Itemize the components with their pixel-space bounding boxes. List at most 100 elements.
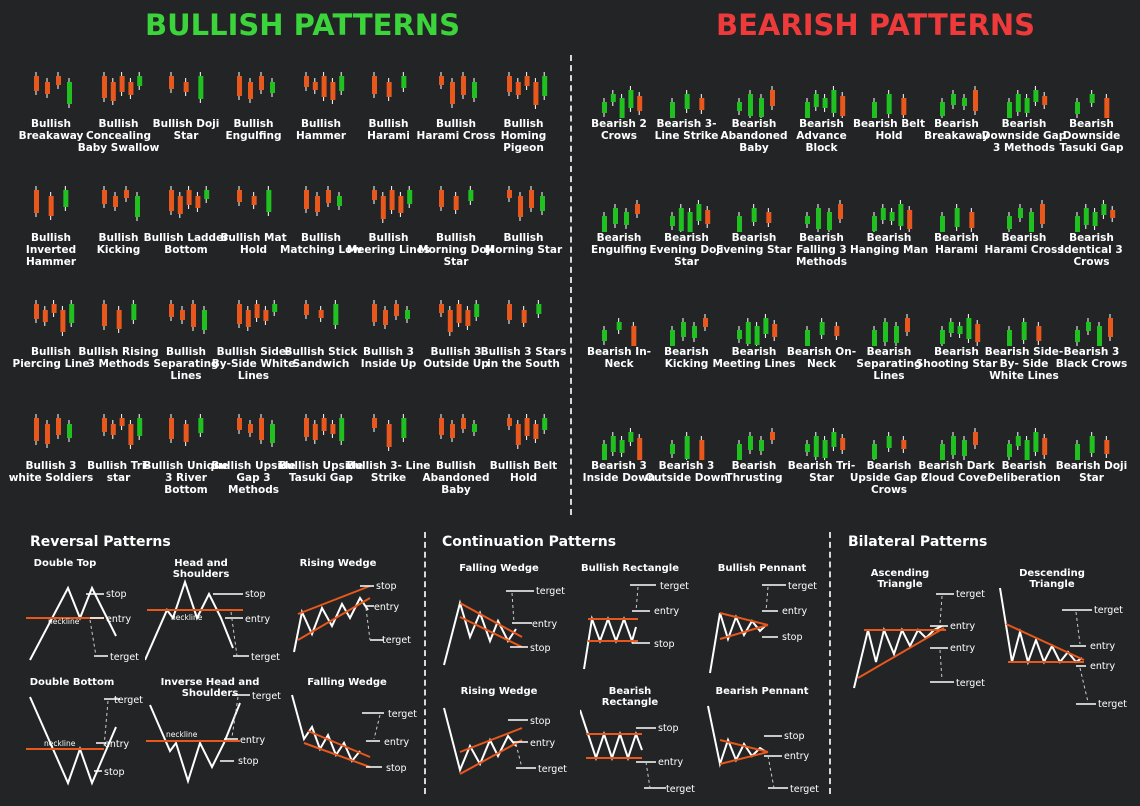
rising-wedge-continuation-diagram: Rising Wedge stop entry terget — [440, 686, 570, 796]
pattern-label: Bearish Downside Gap 3 Methods — [981, 118, 1067, 154]
bullish-rectangle-diagram: Bullish Rectangle terget entry stop — [580, 563, 710, 673]
candlestick-icon — [939, 86, 978, 118]
bilateral-section-title: Bilateral Patterns — [848, 534, 988, 550]
svg-text:terget: terget — [252, 691, 281, 702]
pattern-cell: Bearish 3 Black Crows — [1055, 290, 1129, 408]
candlestick-icon — [939, 204, 974, 232]
rising-wedge-reversal-title: Rising Wedge — [299, 558, 377, 569]
pattern-cell: Bearish In- Neck — [582, 290, 656, 408]
pattern-cell: Bullish Doji Star — [149, 62, 223, 180]
pattern-cell: Bullish Hammer — [284, 62, 358, 180]
candlestick-icon — [669, 90, 704, 118]
pattern-cell: Bearish Downside Gap 3 Methods — [982, 62, 1066, 180]
pattern-label: Bullish Tri-star — [87, 460, 150, 484]
candlestick-icon — [169, 72, 204, 103]
pattern-cell: Bearish Identical 3 Crows — [1055, 176, 1129, 294]
pattern-cell: Bearish Doji Star — [1055, 404, 1129, 522]
ascending-triangle-title: Ascending Triangle — [870, 568, 930, 590]
svg-text:entry: entry — [654, 606, 679, 617]
rising-wedge-continuation-title: Rising Wedge — [460, 686, 538, 697]
pattern-label: Bearish Deliberation — [987, 460, 1061, 484]
pattern-label: Bullish Morning Doji Star — [418, 232, 494, 268]
pattern-cell: Bullish Homing Pigeon — [487, 62, 561, 180]
svg-text:entry: entry — [532, 619, 557, 630]
bullish-rectangle-chart: terget entry stop — [583, 581, 689, 670]
falling-wedge-continuation-chart: terget entry stop — [443, 586, 565, 666]
candlestick-icon — [506, 186, 545, 221]
candlestick-icon — [737, 86, 775, 118]
pattern-cell: Bearish Advance Block — [785, 62, 859, 180]
pattern-cell: Bullish Separating Lines — [149, 290, 223, 408]
pattern-label: Bearish Evening Doji Star — [649, 232, 724, 268]
svg-text:terget: terget — [388, 709, 417, 720]
bearish-pennant-chart: stop entry terget — [707, 705, 819, 795]
candlestick-icon — [804, 86, 845, 118]
pattern-label: Bearish Meeting Lines — [712, 346, 796, 370]
candlestick-icon — [371, 414, 406, 451]
candlestick-icon — [602, 200, 640, 232]
pattern-label: Bullish Doji Star — [152, 118, 220, 142]
pattern-cell: Bullish Mat Hold — [217, 176, 291, 294]
bullish-patterns-title: BULLISH PATTERNS — [145, 8, 460, 42]
svg-text:entry: entry — [384, 737, 409, 748]
pattern-cell: Bearish Engulfing — [582, 176, 656, 294]
pattern-label: Bullish 3 white Soldiers — [8, 460, 94, 484]
pattern-label: Bullish Matching Low — [279, 232, 363, 256]
pattern-label: Bearish Belt Hold — [852, 118, 926, 142]
pattern-cell: Bearish Breakaway — [920, 62, 994, 180]
svg-text:stop: stop — [530, 643, 551, 654]
svg-text:terget: terget — [956, 678, 985, 689]
svg-text:terget: terget — [110, 652, 139, 663]
falling-wedge-reversal-title: Falling Wedge — [307, 677, 387, 688]
svg-text:entry: entry — [784, 751, 809, 762]
pattern-cell: Bearish Dark Cloud Cover — [918, 404, 995, 522]
pattern-label: Bullish Concealing Baby Swallow — [77, 118, 160, 154]
pattern-label: Bearish 3 Black Crows — [1055, 346, 1128, 370]
pattern-label: Bullish Side-By-Side White Lines — [211, 346, 296, 382]
pattern-label: Bullish Stick Sandwich — [284, 346, 358, 370]
svg-text:entry: entry — [240, 735, 265, 746]
pattern-cell: Bullish 3- Line Strike — [347, 404, 430, 522]
candlestick-icon — [34, 414, 72, 448]
vertical-divider-right — [829, 532, 831, 794]
double-bottom-chart: neckline terget entry stop — [26, 695, 143, 786]
candlestick-icon — [34, 72, 72, 108]
pattern-label: Bullish Engulfing — [225, 118, 282, 142]
candlestick-icon — [439, 72, 477, 108]
ascending-triangle-diagram: Ascending Triangle terget entry entry te… — [850, 568, 1000, 698]
svg-text:stop: stop — [782, 632, 803, 643]
candlestick-icon — [304, 414, 345, 445]
bullish-pennant-diagram: Bullish Pennant terget entry stop — [706, 563, 830, 674]
pattern-label: Bullish Inverted Hammer — [25, 232, 77, 268]
candlestick-icon — [34, 186, 69, 220]
bearish-rectangle-diagram: Bearish Rectangle stop entry terget — [580, 686, 710, 796]
pattern-label: Bearish 2 Crows — [591, 118, 647, 142]
pattern-label: Bearish Breakaway — [924, 118, 989, 142]
double-top-diagram: Double Top neckline stop entry terget — [20, 558, 140, 668]
svg-text:neckline: neckline — [44, 739, 76, 748]
candlestick-icon — [872, 90, 907, 118]
candlestick-icon — [101, 300, 136, 333]
inverse-head-and-shoulders-title: Inverse Head and Shoulders — [160, 677, 260, 699]
descending-triangle-chart: terget entry entry terget — [999, 587, 1127, 710]
pattern-label: Bearish On-Neck — [786, 346, 857, 370]
svg-text:stop: stop — [386, 763, 407, 774]
pattern-label: Bullish Piercing Line — [12, 346, 90, 370]
pattern-label: Bearish Kicking — [664, 346, 709, 370]
svg-text:stop: stop — [376, 581, 397, 592]
svg-text:terget: terget — [538, 764, 567, 775]
candlestick-icon — [602, 86, 643, 118]
svg-text:stop: stop — [658, 723, 679, 734]
pattern-label: Bullish Abandoned Baby — [422, 460, 490, 496]
pattern-label: Bearish Thrusting — [725, 460, 783, 484]
pattern-cell: Bullish Matching Low — [280, 176, 362, 294]
pattern-cell: Bullish Ladder Bottom — [144, 176, 228, 294]
pattern-cell: Bullish Belt Hold — [487, 404, 561, 522]
candlestick-icon — [169, 186, 210, 218]
pattern-label: Bearish Harami Cross — [984, 232, 1064, 256]
pattern-label: Bullish Hammer — [295, 118, 347, 142]
pattern-label: Bullish Homing Pigeon — [500, 118, 547, 154]
pattern-cell: Bearish Harami Cross — [985, 176, 1063, 294]
pattern-label: Bullish Kicking — [96, 232, 141, 256]
candlestick-icon — [737, 428, 775, 460]
